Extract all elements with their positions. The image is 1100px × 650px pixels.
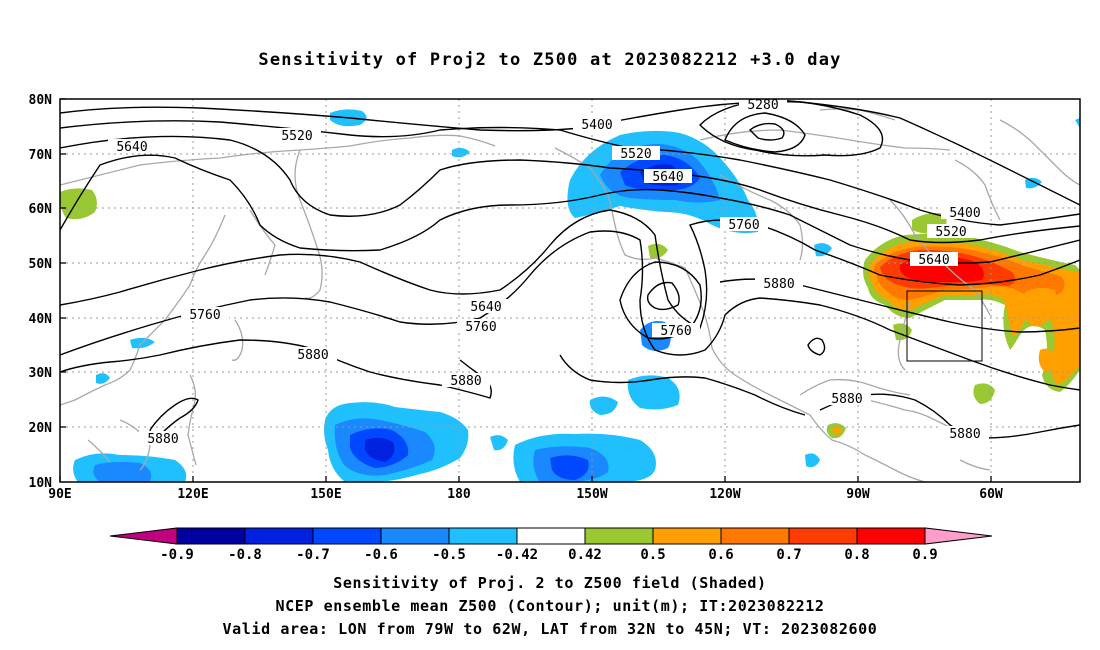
contour-label: 5760 [189,308,220,323]
contour-labels: 5280 5400 5520 5640 5520 5640 5760 5640 … [108,98,989,447]
chart-title: Sensitivity of Proj2 to Z500 at 20230822… [258,50,842,70]
contour-label: 5880 [831,392,862,407]
colorbar: -0.9 -0.8 -0.7 -0.6 -0.5 -0.42 0.42 0.5 … [109,527,993,563]
lat-label: 30N [29,366,53,381]
lon-label: 120W [709,487,740,502]
colorbar-tick-label: 0.8 [844,547,869,563]
lon-label: 90E [48,487,71,502]
colorbar-swatch [380,527,450,545]
lat-label: 50N [29,257,53,272]
colorbar-swatch [856,527,926,545]
contour-label: 5880 [949,427,980,442]
colorbar-swatch [516,527,586,545]
map-frame [59,98,1081,483]
caption-line-1: Sensitivity of Proj. 2 to Z500 field (Sh… [333,574,767,592]
lat-label: 60N [29,202,53,217]
contour-label: 5760 [660,324,691,339]
caption-line-2: NCEP ensemble mean Z500 (Contour); unit(… [275,597,825,615]
contour-label: 5760 [728,218,759,233]
contour-label: 5880 [297,348,328,363]
contour-label: 5880 [147,432,178,447]
contour-label: 5880 [763,277,794,292]
contour-label: 5640 [652,170,683,185]
colorbar-under-triangle [109,527,178,545]
colorbar-swatch [176,527,246,545]
contour-label: 5880 [450,374,481,389]
lat-label: 10N [29,476,53,491]
longitude-labels: 90E 120E 150E 180 150W 120W 90W 60W [48,487,1003,502]
valid-area-box [906,290,983,362]
axis-ticks [59,98,992,482]
colorbar-tick-label: 0.6 [708,547,733,563]
colorbar-tick-label: -0.6 [364,547,398,563]
latitude-labels: 80N 70N 60N 50N 40N 30N 20N 10N [29,93,53,491]
lon-label: 90W [846,487,870,502]
contour-label: 5520 [620,147,651,162]
colorbar-tick-label: -0.8 [228,547,262,563]
contour-label: 5640 [116,140,147,155]
contour-label: 5520 [281,129,312,144]
contour-label: 5400 [949,206,980,221]
lat-label: 80N [29,93,53,108]
contour-label: 5400 [581,118,612,133]
colorbar-tick-label: -0.5 [432,547,466,563]
colorbar-swatch [720,527,790,545]
colorbar-tick-label: 0.9 [912,547,937,563]
lon-label: 60W [979,487,1003,502]
lon-label: 120E [177,487,208,502]
contour-label: 5640 [470,300,501,315]
colorbar-over-triangle [924,527,993,545]
colorbar-swatch [244,527,314,545]
colorbar-tick-label: -0.7 [296,547,330,563]
lat-label: 70N [29,148,53,163]
colorbar-swatch [652,527,722,545]
lat-label: 40N [29,312,53,327]
contour-label: 5640 [918,253,949,268]
colorbar-tick-label: -0.42 [496,547,538,563]
caption-line-3: Valid area: LON from 79W to 62W, LAT fro… [222,620,878,638]
colorbar-swatch [584,527,654,545]
lon-label: 180 [447,487,471,502]
lon-label: 150E [310,487,341,502]
contour-label: 5280 [747,98,778,113]
colorbar-tick-label: 0.42 [568,547,602,563]
colorbar-swatch [448,527,518,545]
colorbar-tick-label: 0.5 [640,547,665,563]
contour-label: 5760 [465,320,496,335]
contour-label: 5520 [935,225,966,240]
colorbar-swatch [788,527,858,545]
lon-label: 150W [576,487,607,502]
colorbar-swatch [312,527,382,545]
colorbar-tick-label: -0.9 [160,547,194,563]
colorbar-tick-label: 0.7 [776,547,801,563]
z500-contours [60,99,1080,439]
lat-label: 20N [29,421,53,436]
